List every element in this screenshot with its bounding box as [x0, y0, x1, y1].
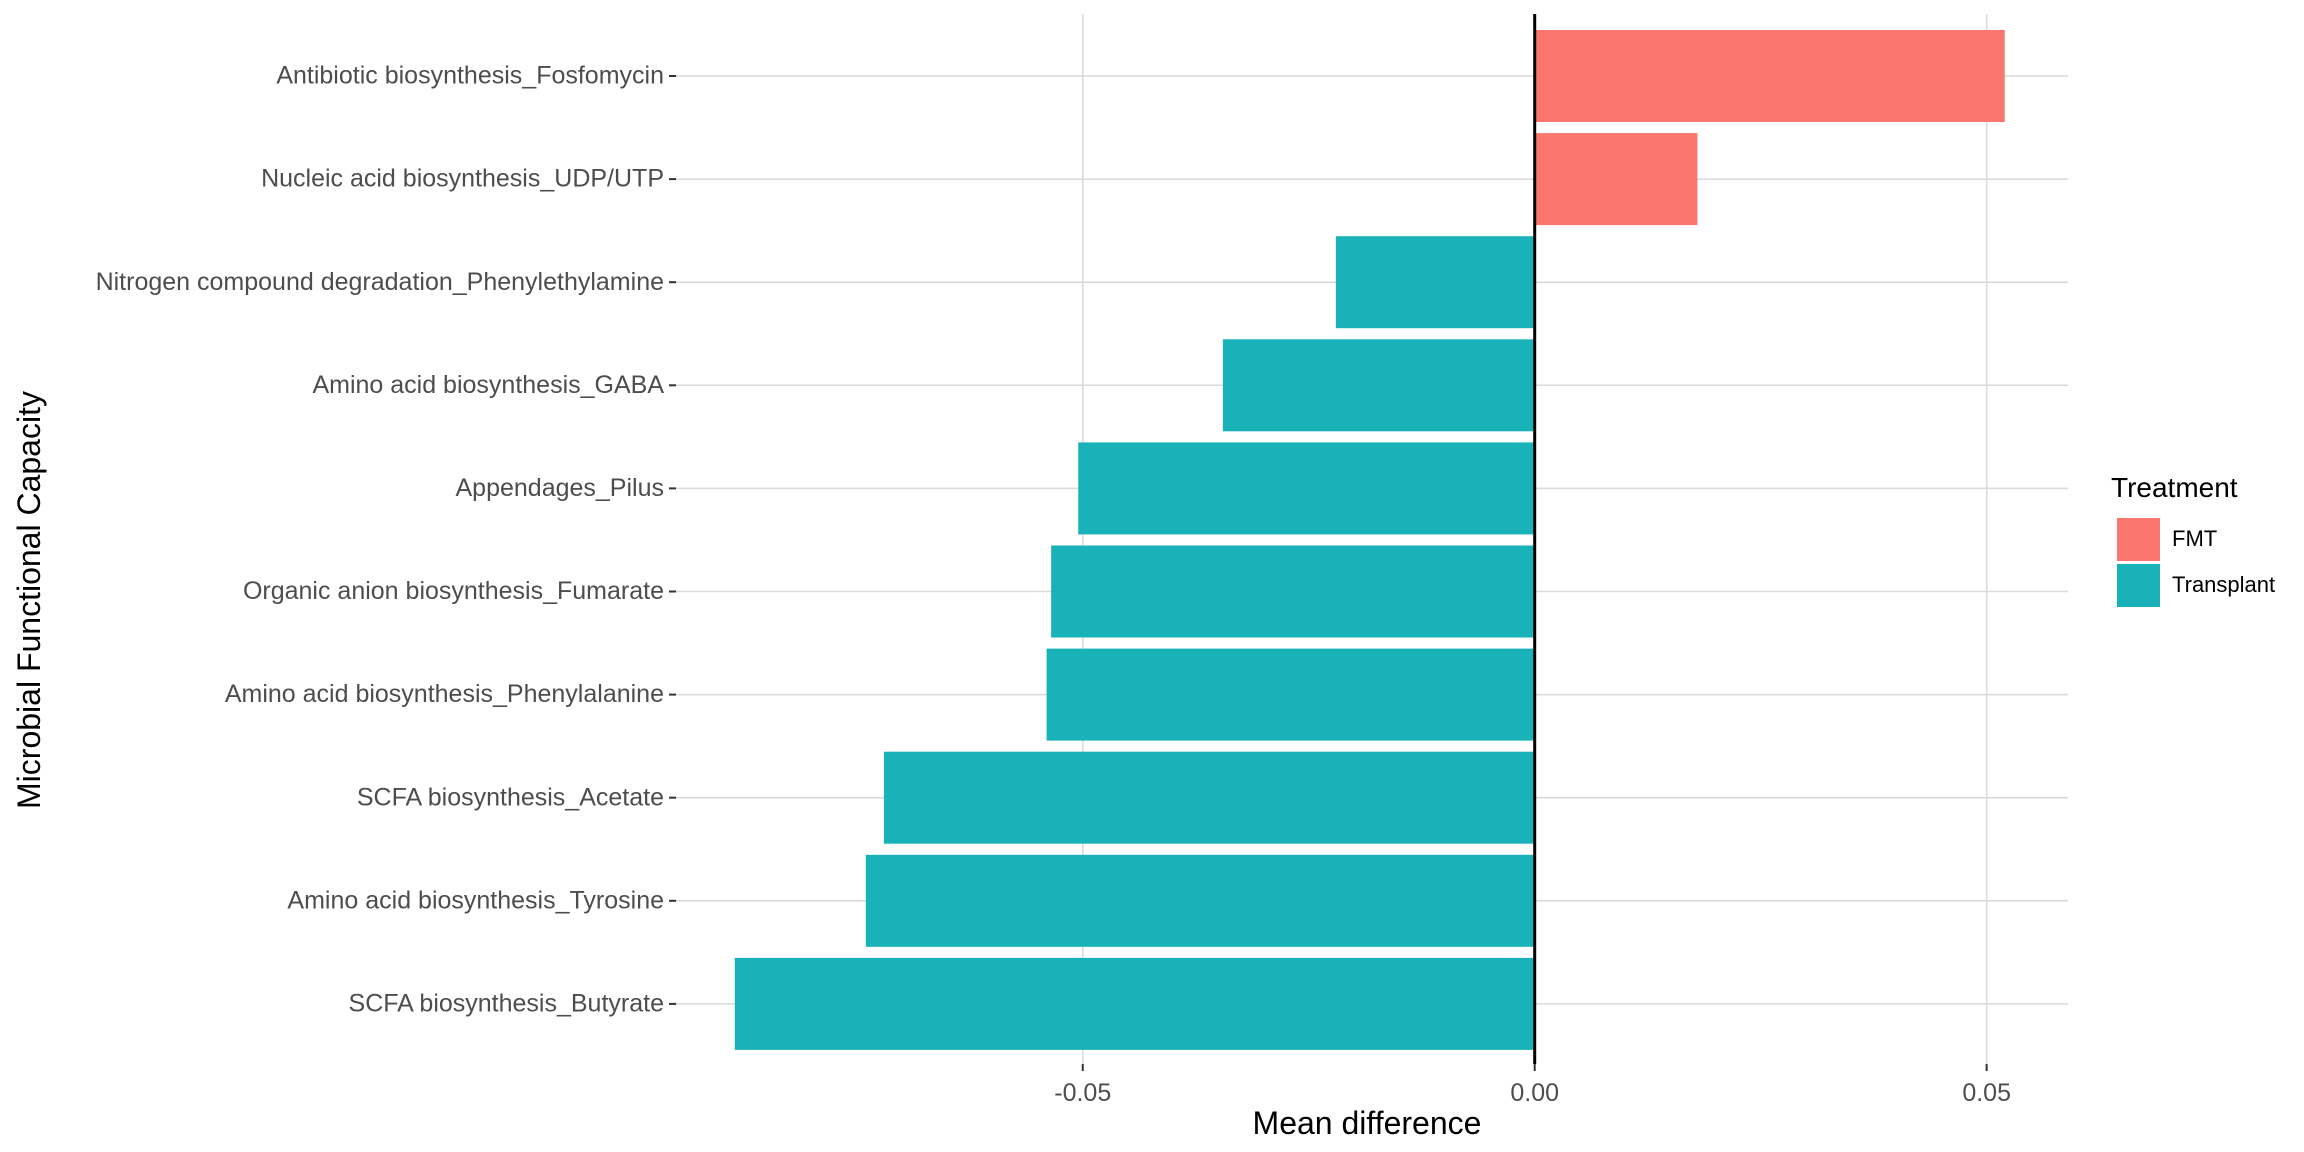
legend: Treatment FMT Transplant: [2111, 472, 2275, 607]
y-tick-label: Amino acid biosynthesis_Tyrosine: [287, 886, 664, 914]
y-tick-label: Amino acid biosynthesis_Phenylalanine: [225, 680, 664, 708]
legend-label: Transplant: [2172, 572, 2275, 597]
y-tick-label: Antibiotic biosynthesis_Fosfomycin: [276, 62, 664, 90]
y-tick-label: SCFA biosynthesis_Acetate: [357, 783, 664, 811]
bar: [883, 751, 1535, 844]
x-tick-label: -0.05: [1054, 1079, 1111, 1107]
x-axis-ticks: -0.05 0.00 0.05: [1054, 1064, 2011, 1107]
legend-swatch: [2117, 564, 2160, 607]
bar: [1534, 30, 2005, 122]
bar: [734, 957, 1535, 1050]
y-axis-labels: Antibiotic biosynthesis_Fosfomycin Nuclei…: [96, 62, 676, 1018]
legend-title: Treatment: [2111, 472, 2238, 503]
bar: [865, 854, 1535, 947]
bar: [1078, 442, 1535, 535]
bar: [1046, 648, 1535, 741]
bar: [1335, 236, 1535, 329]
legend-label: FMT: [2172, 526, 2217, 551]
y-axis-title: Microbial Functional Capacity: [11, 391, 47, 809]
y-tick-label: Nitrogen compound degradation_Phenylethy…: [96, 268, 664, 296]
y-tick-label: Appendages_Pilus: [456, 474, 665, 502]
bar: [1051, 545, 1535, 638]
bar: [1222, 339, 1535, 432]
x-tick-label: 0.00: [1510, 1079, 1559, 1107]
x-axis-title: Mean difference: [1253, 1105, 1482, 1141]
legend-swatch: [2117, 518, 2160, 561]
bar: [1534, 133, 1698, 226]
y-tick-label: Nucleic acid biosynthesis_UDP/UTP: [261, 165, 664, 193]
x-tick-label: 0.05: [1962, 1079, 2011, 1107]
y-tick-label: Organic anion biosynthesis_Fumarate: [243, 577, 664, 605]
y-tick-label: SCFA biosynthesis_Butyrate: [349, 990, 664, 1018]
y-tick-label: Amino acid biosynthesis_GABA: [312, 371, 664, 399]
bars: [734, 30, 2005, 1050]
